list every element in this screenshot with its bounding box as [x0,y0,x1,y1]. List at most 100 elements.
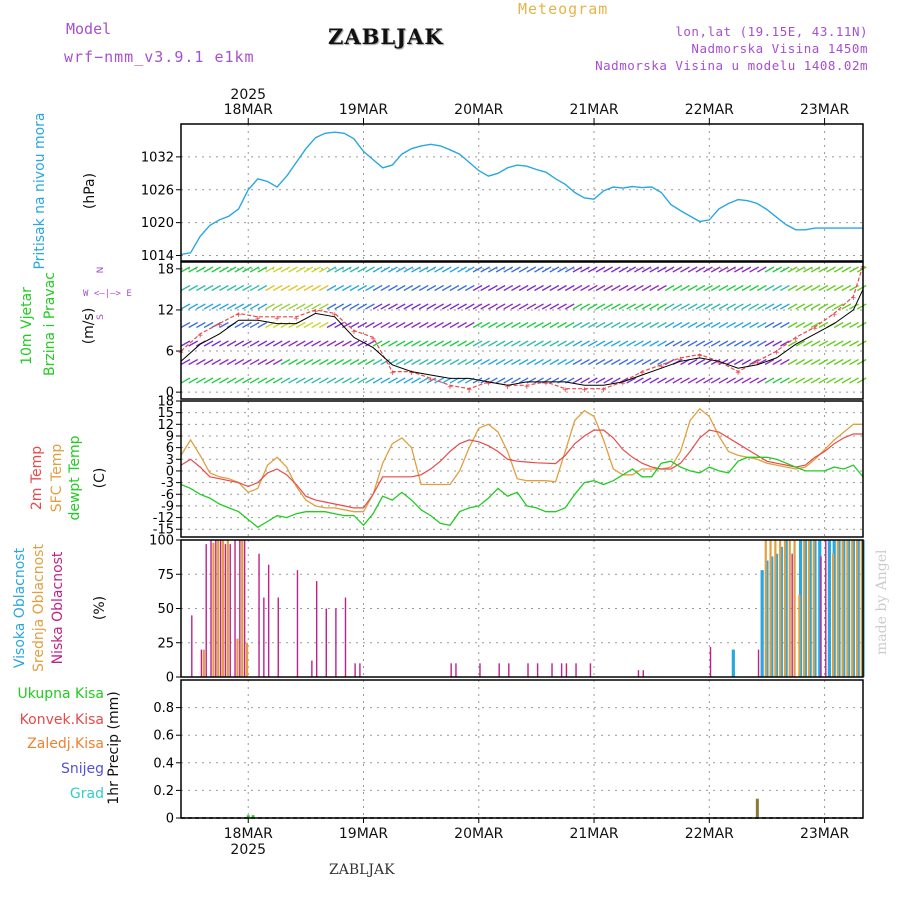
wind-barb [226,358,237,366]
wind-barb [841,321,852,329]
wind-barb [810,284,821,292]
wind-barb [787,303,798,310]
wind-barb [710,340,721,347]
wind-barb [803,321,813,329]
wind-barb [280,358,291,366]
wind-barb [733,340,744,347]
wind-barb [749,340,759,347]
wind-barb [687,266,698,273]
wind-barb [265,303,275,310]
wind-barb [626,303,637,310]
wind-barb [587,358,598,366]
wind-gust-mark: + [639,369,645,379]
wind-barb [718,358,729,366]
wind-barb [657,358,667,366]
wind-barb [826,284,836,292]
ytick-label-precipitation: 0.2 [153,784,174,799]
wind-barb [257,358,268,366]
wind-barb [680,303,690,310]
wind-barb [219,358,229,366]
date-label-top: 18MAR [224,102,273,118]
wind-barb [557,321,567,329]
grid-layer [181,124,863,819]
wind-gust-mark: + [620,379,626,389]
wind-barb [434,377,444,384]
wind-barb [234,303,245,310]
wind-barb [495,284,506,292]
wind-barb [672,340,683,347]
wind-barb [634,358,644,366]
wind-barb [764,266,775,273]
wind-barb [757,284,767,292]
cloud-bar [450,663,452,677]
wind-barb [303,321,314,329]
wind-barb [280,266,291,273]
date-label-bottom: 22MAR [685,826,734,842]
wind-barb [495,340,506,347]
cloud-bar [642,670,644,677]
wind-barb [311,266,321,273]
wind-barb [418,266,429,273]
wind-barb [395,358,406,366]
wind-barb [772,303,783,310]
wind-gust-mark: + [735,369,741,379]
legend-snow: Snijeg [60,761,104,777]
wind-barb [434,340,444,347]
wind-barb [595,321,606,329]
wind-barb [242,377,252,384]
wind-label-2: Brzina i Pravac [42,272,58,376]
wind-barb [718,377,729,384]
wind-barb [319,358,329,366]
wind-barb [180,340,191,347]
cloud-bar [808,540,812,677]
wind-gust-mark: + [851,293,857,303]
wind-barb [342,377,352,384]
wind-barb [441,303,452,310]
wind-barb [288,358,298,366]
cloud-bar [224,544,227,677]
panel-frame-temperature [180,400,864,538]
wind-barb [272,303,283,310]
wind-barb [541,340,552,347]
cloud-bar [217,540,220,677]
wind-speed-line [180,289,864,386]
wind-barb [365,303,375,310]
wind-barb [188,377,199,384]
wind-barb [710,358,721,366]
wind-barb [226,303,237,310]
wind-barb [687,284,698,292]
wind-barb [234,266,245,273]
wind-barb [772,266,783,273]
wind-barb [726,340,736,347]
wind-barb [311,377,321,384]
wind-barb [257,377,268,384]
wind-barb [188,284,199,292]
wind-barb [426,358,437,366]
wind-barb [418,358,429,366]
wind-barb [580,266,590,273]
wind-barb [211,358,222,366]
wind-barb [618,303,629,310]
low-cloud-label: Niska Oblacnost [50,551,66,665]
wind-barb [849,377,859,384]
wind-barb [634,303,644,310]
wind-barb [626,358,637,366]
wind-barb [849,303,859,310]
wind-barb [849,340,859,347]
wind-barb [288,340,298,347]
wind-barb [457,358,467,366]
wind-barb [564,284,575,292]
wind-barb [841,340,852,347]
wind-barb [795,358,806,366]
wind-barb [211,303,222,310]
wind-barb [349,377,360,384]
wind-barb [380,266,391,273]
wind-barb [234,377,245,384]
wind-barb [326,303,337,310]
wind-barb [465,284,475,292]
wind-barb [395,284,406,292]
date-label-top: 21MAR [569,102,618,118]
wind-barb [611,266,621,273]
wind-barb [180,284,191,292]
wind-barb [595,266,606,273]
